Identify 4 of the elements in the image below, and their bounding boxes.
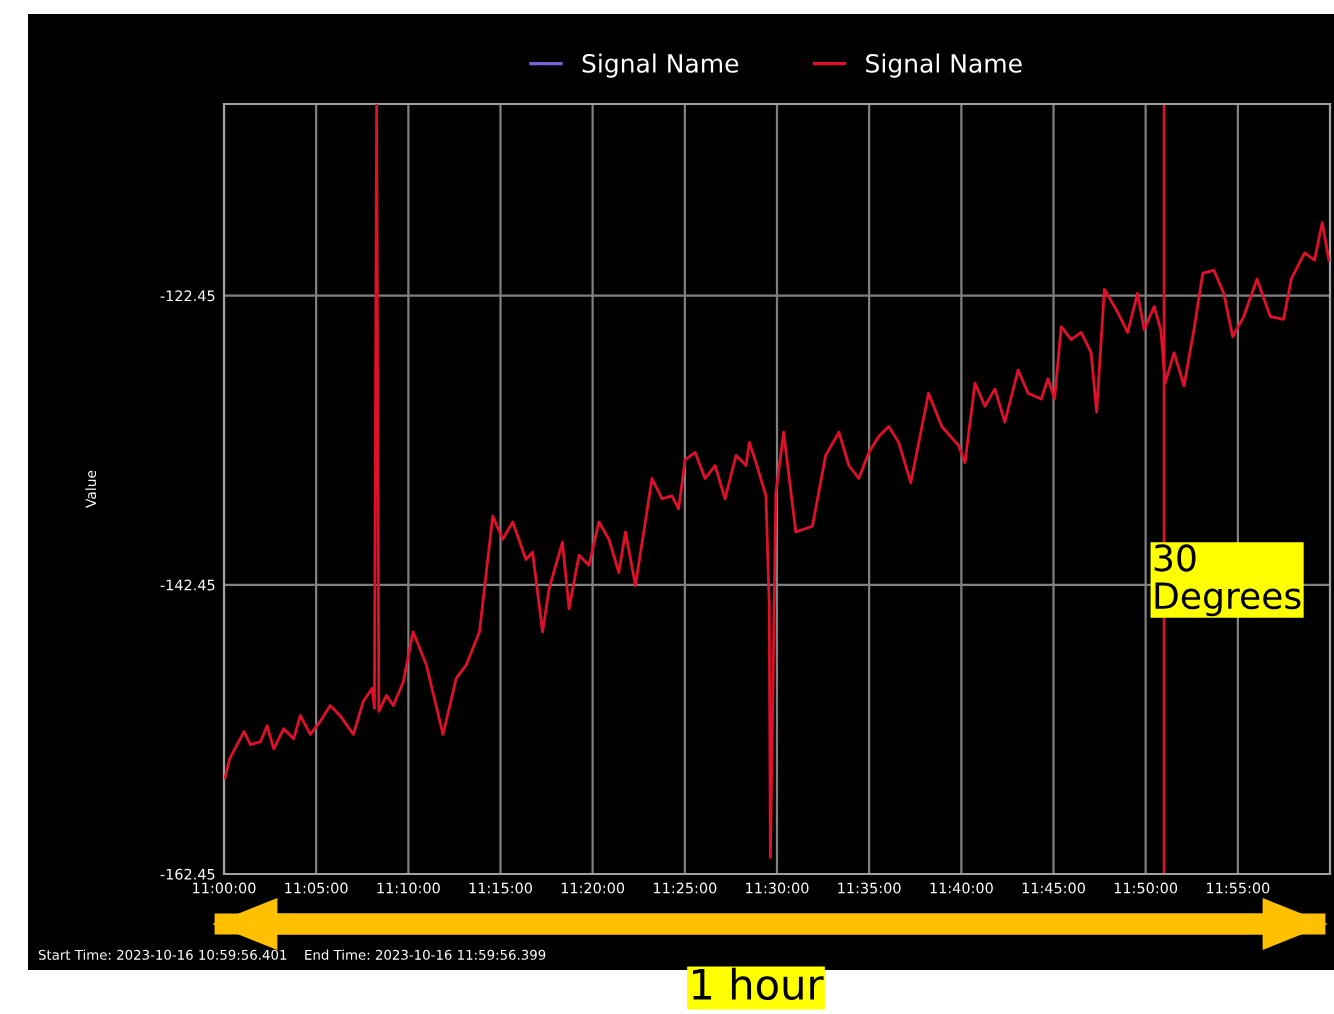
text: 1 hour <box>692 967 824 1001</box>
annotation: 30 Degrees <box>1154 544 1301 617</box>
legend-label: Signal Name <box>582 53 739 78</box>
legend-label: Signal Name <box>866 53 1022 78</box>
